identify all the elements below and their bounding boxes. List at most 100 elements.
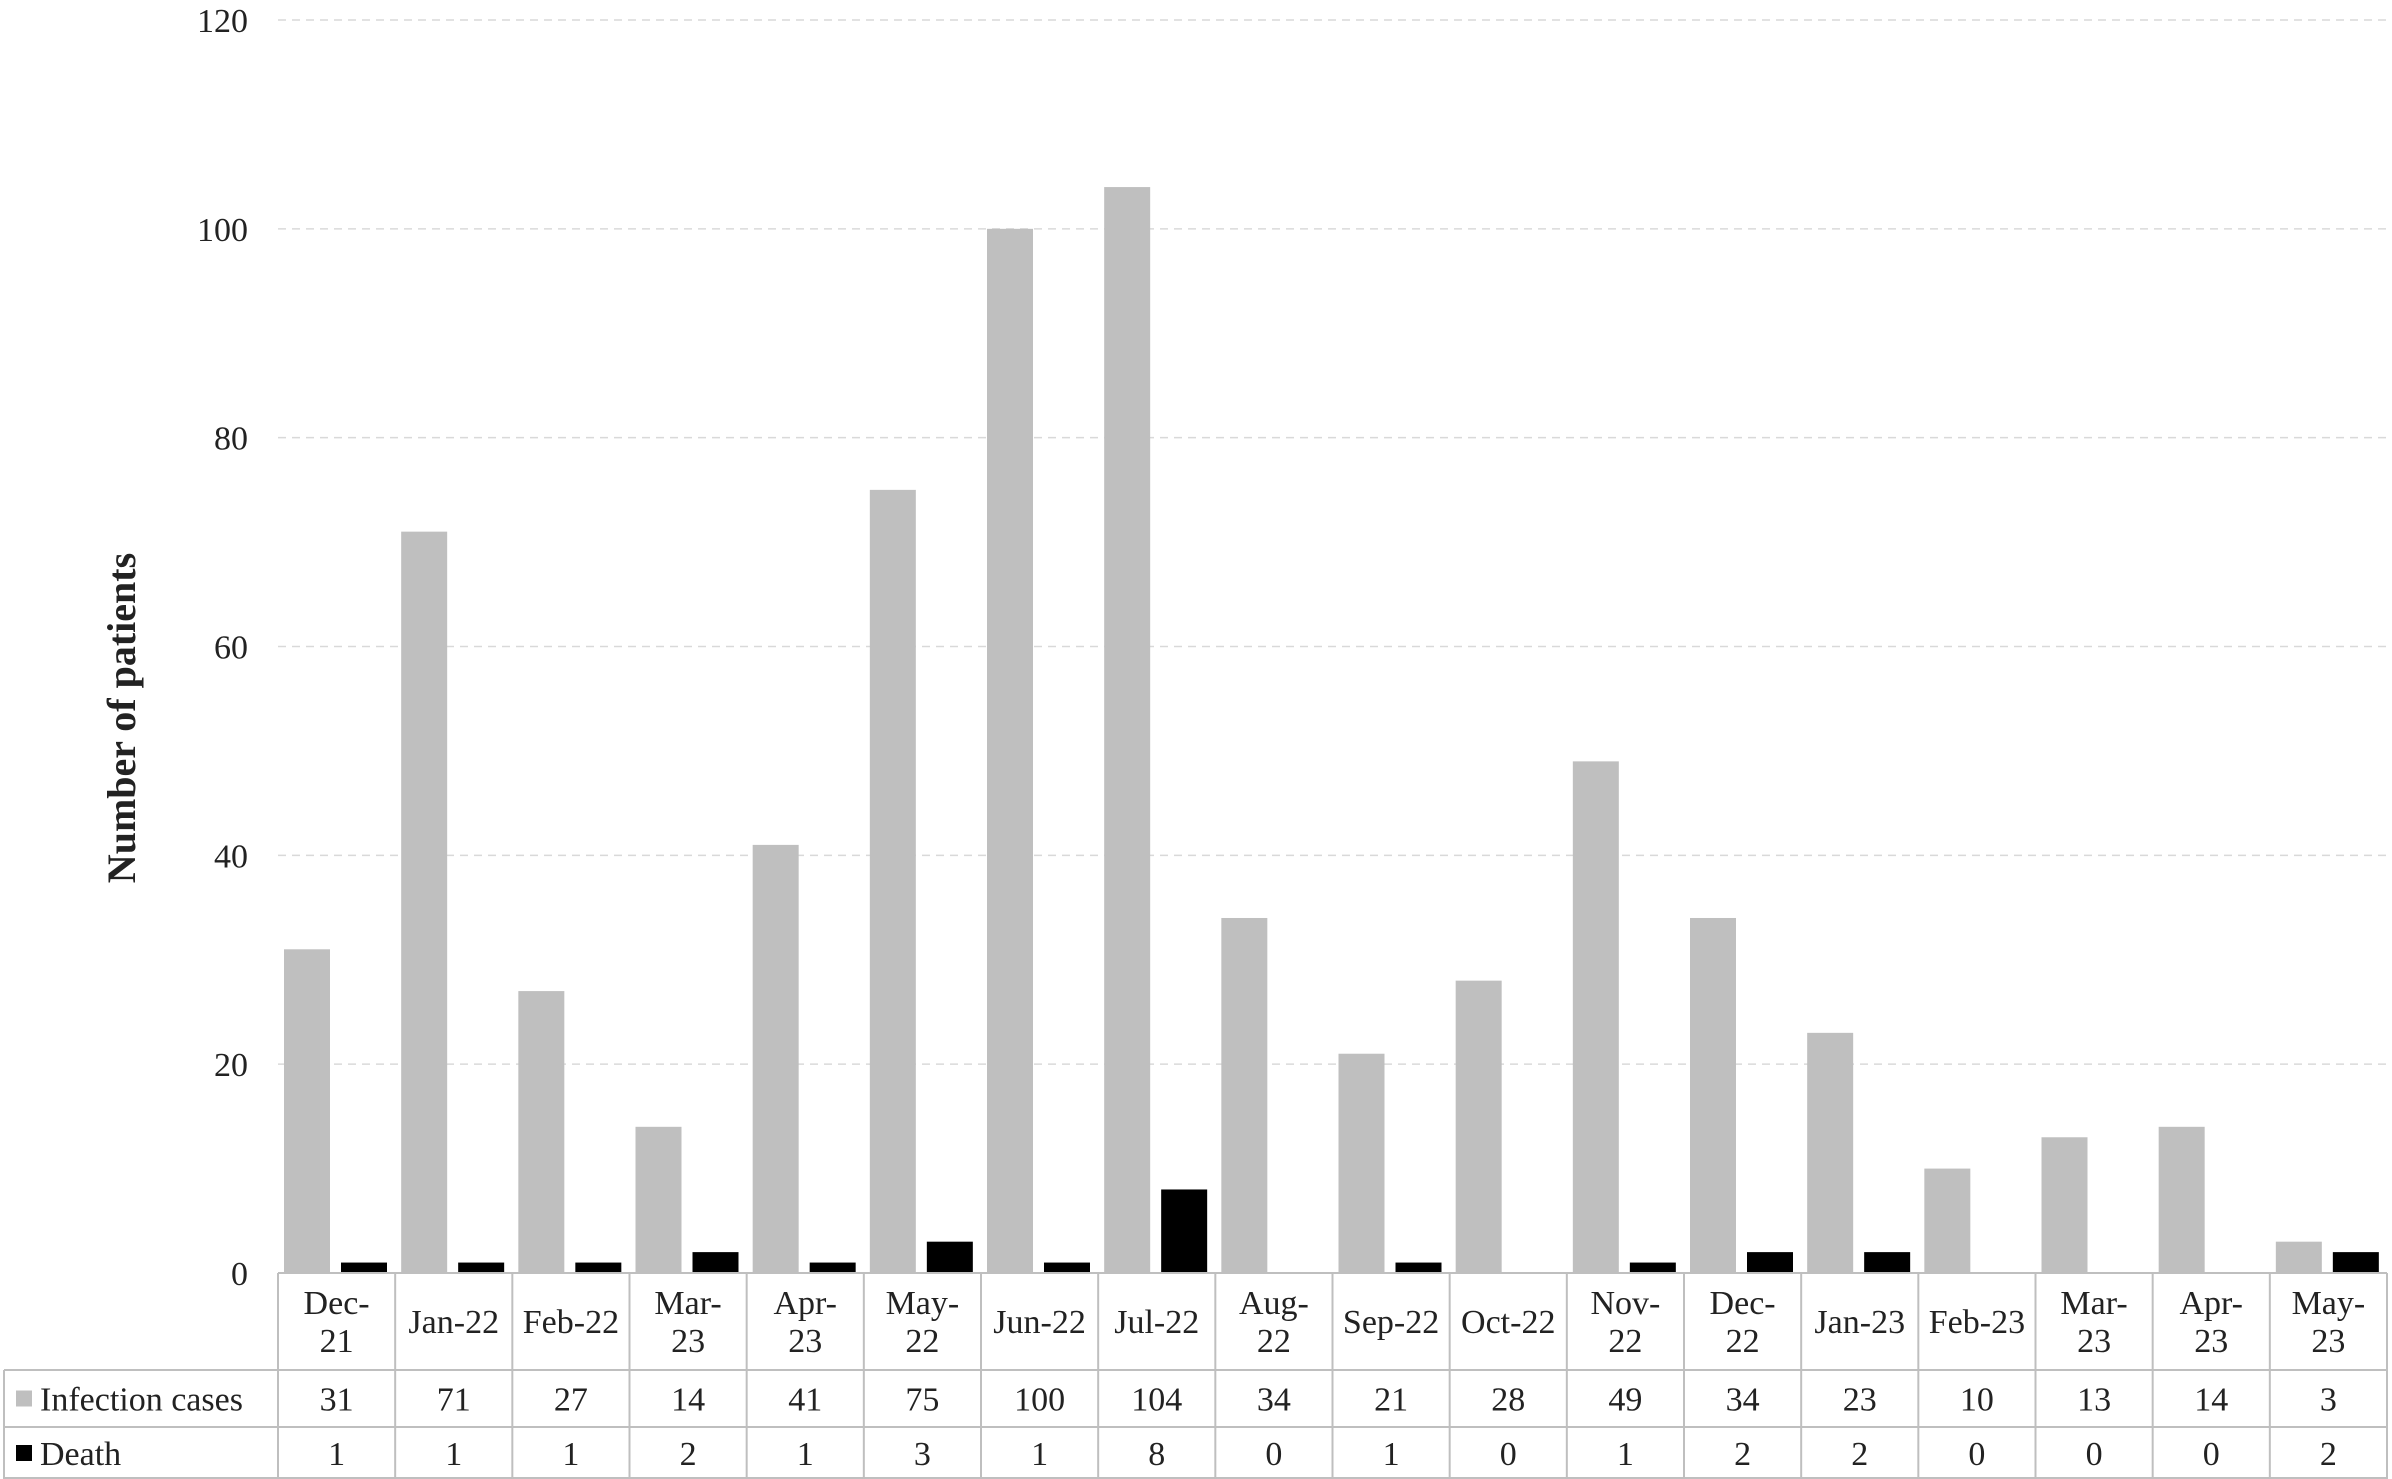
x-category-label: 23 <box>2311 1323 2345 1360</box>
y-tick-label: 60 <box>214 630 248 667</box>
data-label: 1 <box>1031 1436 1048 1473</box>
y-tick-label: 0 <box>231 1256 248 1293</box>
gridlines <box>278 19 2387 1065</box>
x-category-label: 21 <box>320 1323 354 1360</box>
death-bar <box>2332 1252 2379 1273</box>
death-bar <box>1161 1189 1208 1273</box>
data-label: 0 <box>2203 1436 2220 1473</box>
death-bar <box>1629 1262 1676 1273</box>
death-bar <box>1864 1252 1911 1273</box>
data-label: 100 <box>1014 1382 1065 1419</box>
x-category-label: Feb-22 <box>523 1304 619 1341</box>
y-tick-label: 80 <box>214 421 248 458</box>
y-tick-label: 100 <box>197 212 248 249</box>
data-label: 31 <box>320 1382 354 1419</box>
x-category-label: 23 <box>2077 1323 2111 1360</box>
data-label: 13 <box>2077 1382 2111 1419</box>
x-category-label: Apr- <box>2179 1285 2243 1322</box>
infection-bar <box>869 489 916 1273</box>
legend-key-death <box>16 1445 32 1461</box>
x-category-label: 23 <box>671 1323 705 1360</box>
data-label: 8 <box>1148 1436 1165 1473</box>
data-label: 104 <box>1131 1382 1182 1419</box>
infection-bar <box>2041 1137 2088 1273</box>
data-label: 1 <box>1383 1436 1400 1473</box>
infection-bar <box>1338 1053 1385 1273</box>
data-label: 1 <box>562 1436 579 1473</box>
x-category-label: Mar- <box>2060 1285 2127 1322</box>
x-category-label: Jul-22 <box>1114 1304 1199 1341</box>
data-label: 1 <box>445 1436 462 1473</box>
y-axis-label: Number of patients <box>99 553 144 883</box>
data-label: 49 <box>1608 1382 1642 1419</box>
y-tick-label: 120 <box>197 3 248 40</box>
death-bar <box>926 1241 973 1273</box>
data-label: 21 <box>1374 1382 1408 1419</box>
infection-bar <box>2275 1241 2322 1273</box>
data-label: 2 <box>2320 1436 2337 1473</box>
data-label: 34 <box>1726 1382 1760 1419</box>
death-bar <box>692 1252 739 1273</box>
data-label: 27 <box>554 1382 588 1419</box>
infection-bar <box>1572 761 1619 1273</box>
infection-bar <box>1221 917 1268 1273</box>
series-name: Death <box>40 1436 121 1473</box>
death-bar <box>458 1262 505 1273</box>
data-label: 34 <box>1257 1382 1291 1419</box>
x-category-label: 22 <box>1726 1323 1760 1360</box>
data-label: 14 <box>671 1382 705 1419</box>
infection-bar <box>635 1126 682 1273</box>
x-category-label: Mar- <box>654 1285 721 1322</box>
infection-bar <box>1924 1168 1971 1273</box>
series-name: Infection cases <box>40 1382 243 1419</box>
infection-bar <box>752 844 799 1273</box>
data-label: 0 <box>1968 1436 1985 1473</box>
data-label: 0 <box>2086 1436 2103 1473</box>
data-label: 1 <box>1617 1436 1634 1473</box>
death-bar <box>1747 1252 1793 1273</box>
infection-bar <box>2158 1126 2205 1273</box>
data-label: 41 <box>788 1382 822 1419</box>
y-axis-ticks: 0 20 40 60 80 100 120 <box>197 3 248 1293</box>
data-label: 28 <box>1491 1382 1525 1419</box>
infection-bar <box>1690 917 1736 1273</box>
data-label: 2 <box>680 1436 697 1473</box>
data-label: 3 <box>914 1436 931 1473</box>
infection-bar <box>284 949 330 1273</box>
x-category-label: Sep-22 <box>1343 1304 1439 1341</box>
x-category-label: Dec- <box>304 1285 370 1322</box>
infection-bar <box>1807 1032 1854 1273</box>
death-bar <box>575 1262 622 1273</box>
death-bar <box>809 1262 856 1273</box>
x-category-label: 22 <box>1608 1323 1642 1360</box>
infection-bar <box>987 228 1033 1273</box>
x-category-label: Apr- <box>773 1285 837 1322</box>
data-label: 2 <box>1851 1436 1868 1473</box>
y-tick-label: 20 <box>214 1047 248 1084</box>
x-category-label: 22 <box>905 1323 939 1360</box>
data-label: 23 <box>1843 1382 1877 1419</box>
data-label: 0 <box>1500 1436 1517 1473</box>
death-bar <box>1395 1262 1442 1273</box>
data-label: 3 <box>2320 1382 2337 1419</box>
x-category-label: Dec- <box>1710 1285 1776 1322</box>
infection-bar <box>401 531 448 1273</box>
data-label: 1 <box>797 1436 814 1473</box>
x-category-label: Oct-22 <box>1461 1304 1555 1341</box>
y-tick-label: 40 <box>214 838 248 875</box>
data-label: 71 <box>437 1382 471 1419</box>
infection-bar <box>1104 187 1151 1274</box>
x-category-label: 22 <box>1257 1323 1291 1360</box>
legend-key-infection <box>16 1390 32 1407</box>
infection-bar <box>518 991 565 1273</box>
x-category-label: May- <box>2292 1285 2366 1322</box>
data-label: 10 <box>1960 1382 1994 1419</box>
x-category-label: May- <box>886 1285 960 1322</box>
x-category-label: Feb-23 <box>1929 1304 2025 1341</box>
x-category-label: Aug- <box>1239 1285 1309 1322</box>
death-bar <box>1044 1262 1090 1273</box>
x-category-label: Nov- <box>1590 1285 1660 1322</box>
data-label: 75 <box>905 1382 939 1419</box>
x-category-label: 23 <box>2194 1323 2228 1360</box>
